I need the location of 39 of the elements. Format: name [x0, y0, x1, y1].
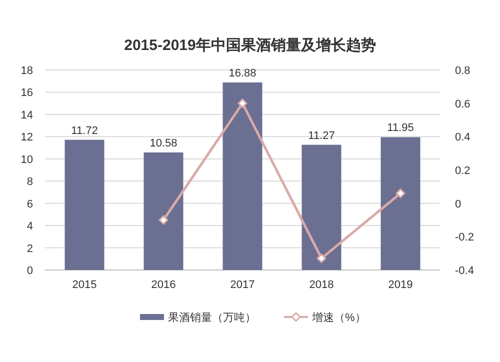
y-tick-label: 0 — [26, 265, 33, 277]
point — [158, 215, 168, 225]
data-label: 11.95 — [387, 122, 414, 134]
y-tick-label: 8 — [26, 176, 33, 188]
y2-tick-label: 0.8 — [455, 65, 470, 77]
x-tick-label: 2018 — [309, 279, 334, 291]
y-tick-label: 2 — [26, 242, 33, 255]
data-label: 11.72 — [71, 124, 98, 137]
x-tick-label: 2019 — [388, 279, 413, 291]
x-tick-label: 2016 — [151, 279, 176, 291]
bar — [64, 140, 104, 270]
x-tick-label: 2017 — [230, 279, 255, 291]
y-tick-label: 4 — [26, 220, 33, 233]
bar — [144, 152, 184, 270]
y-tick-label: 14 — [20, 109, 33, 122]
legend-label: 果酒销量（万吨） — [168, 311, 256, 324]
bar — [222, 82, 262, 270]
point — [238, 98, 248, 108]
y-tick-label: 18 — [20, 65, 33, 77]
bar — [380, 137, 420, 270]
y-tick-label: 12 — [20, 132, 33, 144]
data-label: 16.88 — [228, 67, 256, 80]
bar — [302, 144, 342, 270]
y2-tick-label: -0.2 — [455, 232, 474, 244]
y2-tick-label: 0.6 — [455, 98, 470, 110]
y2-tick-label: -0.4 — [455, 265, 474, 277]
y-tick-label: 10 — [20, 154, 33, 166]
y2-tick-label: 0 — [455, 198, 462, 210]
data-label: 11.27 — [308, 130, 335, 142]
data-label: 10.58 — [150, 137, 178, 150]
chart-title: 2015-2019年中国果酒销量及增长趋势 — [124, 37, 376, 54]
point — [316, 254, 326, 264]
y-tick-label: 16 — [20, 87, 33, 100]
y2-tick-label: 0.4 — [455, 132, 470, 144]
y2-tick-label: 0.2 — [455, 165, 470, 177]
legend-label: 增速（%） — [311, 311, 366, 324]
x-tick-label: 2015 — [72, 279, 97, 291]
point — [396, 188, 406, 198]
y-tick-label: 6 — [26, 198, 33, 210]
